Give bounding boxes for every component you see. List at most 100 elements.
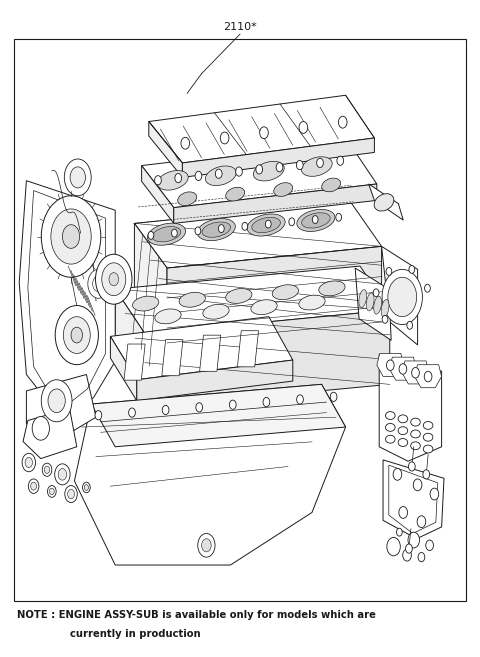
- Circle shape: [175, 173, 181, 183]
- Circle shape: [409, 265, 415, 273]
- Circle shape: [198, 533, 215, 557]
- Circle shape: [297, 160, 303, 170]
- Polygon shape: [415, 365, 442, 388]
- Ellipse shape: [252, 217, 280, 233]
- Circle shape: [55, 306, 98, 365]
- Ellipse shape: [385, 411, 395, 420]
- Ellipse shape: [132, 296, 159, 311]
- Circle shape: [425, 284, 431, 292]
- Circle shape: [31, 482, 36, 490]
- Circle shape: [406, 544, 412, 553]
- Circle shape: [84, 485, 88, 490]
- Circle shape: [202, 539, 211, 552]
- Polygon shape: [74, 384, 346, 565]
- Circle shape: [386, 267, 392, 275]
- Circle shape: [63, 317, 90, 353]
- Polygon shape: [142, 141, 377, 208]
- Ellipse shape: [301, 213, 330, 228]
- Ellipse shape: [301, 157, 332, 176]
- Ellipse shape: [423, 434, 433, 442]
- Circle shape: [412, 367, 420, 378]
- Polygon shape: [382, 246, 418, 345]
- Ellipse shape: [385, 435, 395, 443]
- Circle shape: [430, 488, 439, 500]
- Ellipse shape: [299, 295, 325, 310]
- Circle shape: [48, 486, 56, 497]
- Polygon shape: [369, 184, 403, 220]
- Circle shape: [260, 127, 268, 139]
- Circle shape: [393, 468, 402, 480]
- Circle shape: [102, 263, 126, 296]
- Circle shape: [242, 222, 248, 231]
- Polygon shape: [389, 357, 416, 380]
- Circle shape: [25, 457, 33, 468]
- Circle shape: [236, 167, 242, 176]
- Circle shape: [88, 269, 109, 298]
- Circle shape: [386, 360, 394, 371]
- Polygon shape: [379, 355, 442, 461]
- Polygon shape: [145, 310, 390, 407]
- Circle shape: [62, 225, 80, 248]
- Circle shape: [83, 482, 90, 493]
- Circle shape: [426, 540, 433, 551]
- Circle shape: [48, 389, 65, 413]
- Circle shape: [171, 229, 177, 237]
- Ellipse shape: [197, 219, 235, 240]
- Circle shape: [382, 269, 422, 325]
- Ellipse shape: [147, 223, 186, 245]
- Circle shape: [330, 392, 337, 401]
- Ellipse shape: [274, 183, 293, 196]
- Ellipse shape: [411, 418, 420, 426]
- Polygon shape: [355, 268, 391, 340]
- Circle shape: [337, 156, 344, 166]
- Polygon shape: [238, 330, 259, 367]
- Circle shape: [256, 165, 263, 174]
- Ellipse shape: [179, 292, 205, 307]
- Ellipse shape: [247, 214, 285, 236]
- Ellipse shape: [374, 296, 382, 314]
- Ellipse shape: [398, 439, 408, 447]
- Polygon shape: [110, 317, 293, 380]
- Circle shape: [93, 276, 104, 292]
- Polygon shape: [19, 181, 115, 420]
- Circle shape: [336, 214, 342, 221]
- Polygon shape: [110, 336, 137, 401]
- Polygon shape: [134, 202, 382, 268]
- Circle shape: [32, 417, 49, 440]
- Polygon shape: [26, 374, 96, 440]
- Ellipse shape: [251, 300, 277, 315]
- Ellipse shape: [205, 166, 236, 185]
- Polygon shape: [142, 166, 174, 223]
- Ellipse shape: [366, 293, 374, 311]
- Polygon shape: [174, 184, 377, 223]
- Circle shape: [55, 464, 70, 485]
- Polygon shape: [162, 340, 183, 376]
- Ellipse shape: [253, 162, 284, 181]
- Polygon shape: [167, 246, 382, 343]
- Circle shape: [41, 196, 101, 277]
- Circle shape: [51, 209, 91, 264]
- Polygon shape: [200, 335, 221, 371]
- Text: 2110*: 2110*: [223, 22, 257, 32]
- Polygon shape: [115, 289, 145, 407]
- Circle shape: [263, 397, 270, 407]
- Ellipse shape: [157, 171, 188, 190]
- Ellipse shape: [385, 424, 395, 432]
- Ellipse shape: [322, 178, 341, 192]
- Circle shape: [65, 486, 77, 503]
- Polygon shape: [115, 266, 390, 334]
- Ellipse shape: [297, 210, 335, 231]
- Circle shape: [28, 479, 39, 493]
- Ellipse shape: [272, 284, 299, 300]
- Polygon shape: [383, 460, 444, 539]
- Circle shape: [265, 220, 271, 228]
- Circle shape: [162, 405, 169, 415]
- Ellipse shape: [423, 422, 433, 430]
- Circle shape: [317, 158, 324, 168]
- Polygon shape: [377, 353, 404, 376]
- Circle shape: [41, 380, 72, 422]
- Ellipse shape: [319, 281, 345, 296]
- Circle shape: [44, 466, 50, 473]
- Ellipse shape: [203, 304, 229, 319]
- Circle shape: [181, 137, 190, 149]
